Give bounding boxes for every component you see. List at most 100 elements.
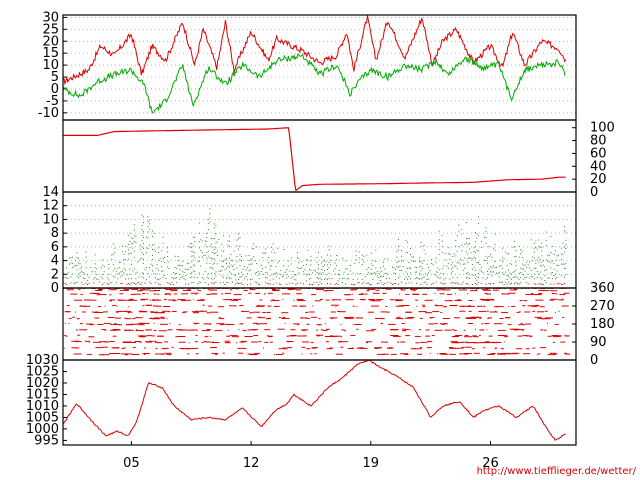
wind-speed-point	[370, 252, 372, 254]
wind-speed-point	[521, 263, 523, 265]
wind-speed-point	[156, 279, 158, 281]
wind-speed-point	[238, 238, 239, 240]
wind-speed-point	[274, 252, 276, 254]
wind-speed-point	[73, 265, 75, 267]
wind-speed-point	[563, 283, 565, 284]
wind-speed-point	[419, 278, 421, 280]
wind-speed-point	[189, 266, 191, 268]
wind-speed-point	[327, 264, 328, 266]
wind-speed-point	[158, 278, 160, 280]
wind-speed-point	[88, 276, 90, 278]
wind-speed-point	[441, 268, 443, 270]
wind-speed-point	[284, 271, 286, 273]
wind-speed-point	[272, 260, 274, 262]
wind-speed-point	[111, 254, 113, 256]
wind-speed-point	[222, 276, 224, 278]
wind-speed-point	[143, 253, 144, 255]
wind-speed-point	[152, 265, 153, 267]
wind-speed-point	[272, 274, 274, 276]
wind-speed-point	[191, 243, 193, 245]
wind-speed-point	[115, 270, 117, 272]
wind-speed-point	[358, 282, 360, 283]
wind-speed-point	[490, 254, 491, 256]
wind-speed-point	[289, 270, 291, 272]
wind-speed-point	[132, 242, 134, 244]
wind-speed-point	[378, 273, 380, 274]
wind-speed-point	[222, 261, 224, 262]
wind-speed-point	[474, 245, 476, 247]
wind-speed-point	[315, 270, 316, 272]
wind-speed-point	[375, 249, 377, 251]
wind-speed-point	[384, 272, 386, 274]
wind-speed-point	[477, 235, 479, 236]
wind-speed-point	[514, 276, 516, 278]
wind-speed-point	[183, 272, 185, 273]
x-tick-label: 19	[363, 456, 380, 471]
wind-speed-point	[369, 273, 371, 275]
wind-speed-point	[301, 261, 303, 263]
wind-speed-point	[156, 273, 158, 275]
wind-speed-point	[361, 278, 363, 280]
wind-speed-point	[198, 256, 200, 258]
wind-speed-point	[556, 277, 558, 278]
wind-speed-point	[388, 277, 390, 279]
wind-speed-point	[189, 273, 191, 274]
wind-speed-point	[247, 284, 249, 286]
wind-speed-point	[379, 267, 381, 269]
wind-speed-point	[468, 257, 470, 259]
wind-speed-point	[426, 283, 428, 285]
wind-speed-point	[147, 273, 149, 275]
wind-speed-point	[130, 252, 132, 254]
wind-speed-point	[330, 264, 332, 266]
wind-speed-point	[296, 266, 298, 268]
wind-speed-point	[206, 240, 208, 242]
wind-speed-point	[275, 276, 277, 278]
wind-speed-point	[118, 262, 120, 263]
wind-speed-point	[414, 271, 416, 273]
wind-speed-point	[342, 278, 344, 280]
wind-speed-point	[245, 275, 247, 277]
wind-speed-point	[250, 269, 252, 271]
wind-speed-point	[382, 284, 384, 286]
wind-speed-point	[473, 247, 475, 249]
wind-speed-point	[164, 262, 166, 264]
wind-speed-point	[79, 263, 81, 265]
wind-speed-point	[283, 249, 285, 250]
wind-speed-point	[363, 261, 365, 263]
wind-speed-point	[152, 248, 153, 250]
wind-speed-point	[232, 265, 233, 267]
wind-speed-point	[66, 267, 67, 269]
wind-speed-point	[541, 261, 543, 263]
wind-speed-point	[292, 271, 294, 272]
wind-speed-point	[235, 275, 236, 277]
wind-speed-point	[565, 262, 567, 264]
wind-speed-point	[560, 253, 562, 255]
wind-speed-point	[118, 272, 120, 274]
wind-speed-point	[256, 246, 258, 248]
wind-speed-point	[136, 282, 138, 284]
wind-speed-point	[349, 270, 351, 272]
wind-speed-point	[324, 259, 325, 261]
wind-speed-point	[423, 276, 425, 278]
wind-speed-point	[286, 283, 288, 285]
wind-speed-point	[470, 252, 472, 254]
wind-speed-point	[565, 244, 567, 246]
wind-speed-point	[179, 264, 181, 266]
wind-speed-point	[153, 273, 155, 275]
wind-speed-point	[201, 256, 203, 258]
y-tick-label: 0	[51, 82, 59, 97]
wind-speed-point	[135, 236, 137, 238]
wind-speed-point	[488, 256, 490, 258]
wind-speed-point	[426, 274, 428, 276]
wind-speed-point	[102, 259, 104, 261]
wind-speed-point	[221, 260, 223, 262]
y-tick-label: 1025	[26, 364, 59, 379]
wind-speed-point	[541, 255, 543, 257]
wind-speed-point	[286, 269, 288, 270]
wind-speed-point	[239, 282, 241, 284]
wind-speed-point	[420, 261, 422, 262]
wind-speed-point	[521, 268, 523, 270]
wind-speed-point	[72, 267, 74, 269]
wind-speed-point	[227, 282, 229, 284]
wind-speed-point	[545, 281, 547, 283]
